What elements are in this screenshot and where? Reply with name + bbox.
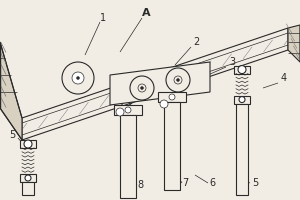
Circle shape bbox=[116, 108, 124, 116]
Circle shape bbox=[76, 76, 80, 79]
Circle shape bbox=[176, 78, 179, 82]
Text: 8: 8 bbox=[137, 180, 143, 190]
Bar bbox=[120, 115, 136, 198]
Circle shape bbox=[239, 97, 245, 103]
Bar bbox=[158, 92, 186, 102]
Text: A: A bbox=[142, 8, 150, 18]
Text: 4: 4 bbox=[281, 73, 287, 83]
Polygon shape bbox=[110, 62, 210, 105]
Bar bbox=[234, 66, 250, 74]
Circle shape bbox=[125, 107, 131, 113]
Circle shape bbox=[138, 84, 146, 92]
Text: 3: 3 bbox=[229, 57, 235, 67]
Bar bbox=[22, 182, 34, 195]
Text: 6: 6 bbox=[209, 178, 215, 188]
Text: 5: 5 bbox=[9, 130, 15, 140]
Bar bbox=[164, 102, 180, 190]
Polygon shape bbox=[288, 25, 300, 62]
Circle shape bbox=[169, 94, 175, 100]
Text: 5: 5 bbox=[252, 178, 258, 188]
Bar bbox=[234, 96, 250, 104]
Polygon shape bbox=[0, 42, 22, 140]
Circle shape bbox=[238, 66, 246, 74]
Bar bbox=[114, 105, 142, 115]
Circle shape bbox=[62, 62, 94, 94]
Circle shape bbox=[166, 68, 190, 92]
Text: 2: 2 bbox=[193, 37, 199, 47]
Circle shape bbox=[25, 175, 31, 181]
Circle shape bbox=[174, 76, 182, 84]
Polygon shape bbox=[22, 28, 288, 140]
Text: 7: 7 bbox=[182, 178, 188, 188]
Bar bbox=[20, 174, 36, 182]
Circle shape bbox=[130, 76, 154, 100]
Circle shape bbox=[160, 100, 168, 108]
Bar bbox=[20, 140, 36, 148]
Circle shape bbox=[24, 140, 32, 148]
Circle shape bbox=[140, 86, 143, 90]
Circle shape bbox=[72, 72, 84, 84]
Bar bbox=[236, 104, 248, 195]
Text: 1: 1 bbox=[100, 13, 106, 23]
